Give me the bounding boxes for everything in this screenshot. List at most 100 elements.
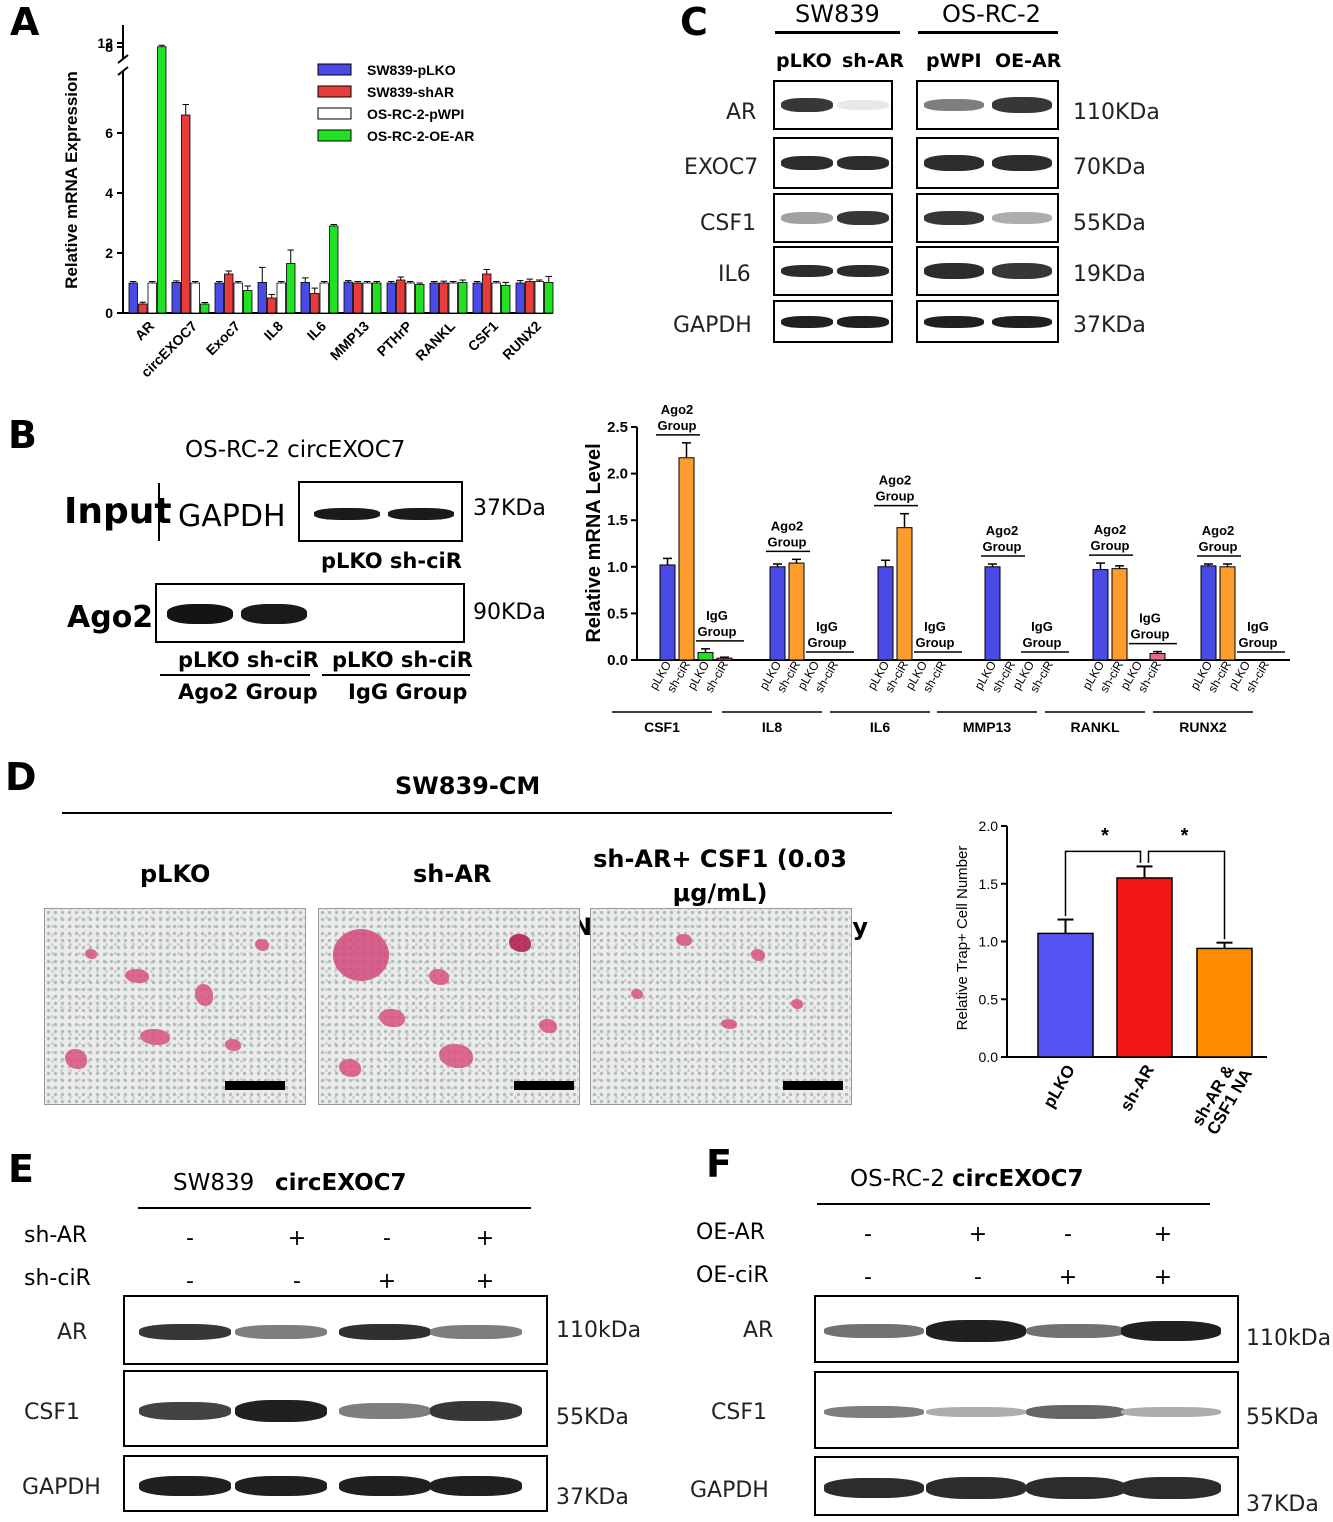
d-sig-bracket-2	[1147, 850, 1226, 940]
a-legend-swatch	[317, 129, 352, 142]
c-band	[837, 315, 889, 328]
panelE-protein-label: GAPDH	[22, 1475, 101, 1500]
c-band	[992, 155, 1052, 171]
d-y-tick-label: 0.0	[979, 1049, 999, 1065]
b-ago2-group-label-1: Ago2	[1094, 522, 1127, 537]
b-igg-group-line	[322, 674, 470, 676]
c-kda-label: 70KDa	[1073, 155, 1146, 180]
b-ago2-group-label-1: Ago2	[986, 523, 1019, 538]
b-bar	[769, 566, 786, 661]
a-bar	[415, 284, 425, 314]
c-blot-sw839	[773, 300, 893, 343]
b-igg-group-label-1: IgG	[1139, 611, 1161, 626]
a-bar	[405, 282, 415, 314]
c-band	[992, 97, 1052, 113]
a-bar	[429, 282, 439, 314]
panelF-sign: -	[974, 1265, 982, 1290]
d-y-tick-label: 1.5	[979, 876, 999, 892]
a-bar	[300, 281, 310, 314]
a-bar	[491, 282, 501, 314]
c-cell-left: SW839	[795, 0, 880, 28]
c-lane-pwpi: pWPI	[926, 50, 982, 72]
b-ago2-group-label-1: Ago2	[661, 402, 694, 417]
a-axis-break-2	[117, 66, 129, 76]
f-row-label-oear: OE-AR	[696, 1220, 766, 1245]
f-title-cell: OS-RC-2	[850, 1166, 945, 1192]
panelE-band	[139, 1475, 231, 1496]
a-bar	[147, 282, 157, 314]
panel-label-a: A	[10, 0, 40, 44]
a-bar	[224, 273, 234, 314]
d-img-label-shar: sh-AR	[413, 860, 492, 888]
panelF-sign: +	[968, 1222, 988, 1247]
b-kda-gapdh: 37KDa	[473, 496, 546, 521]
d-micrograph-plko	[44, 908, 306, 1105]
panel-label-b: B	[8, 413, 37, 457]
b-group-igg: IgG Group	[348, 680, 468, 704]
panelE-band	[339, 1475, 431, 1496]
panel-d-chart: 0.0 0.5 1.0 1.5 2.0 Relative Trap+ Cell Numbe…	[954, 818, 1267, 1138]
f-row-label-oecir: OE-ciR	[696, 1263, 769, 1288]
e-title-circ: circEXOC7	[275, 1170, 407, 1196]
b-ago2-group-label-1: Ago2	[771, 518, 804, 533]
d-sig-bracket-1	[1064, 850, 1142, 917]
b-igg-group-label-2: Group	[1131, 627, 1170, 642]
panelE-sign: -	[186, 1269, 194, 1294]
c-cell-right: OS-RC-2	[942, 0, 1041, 28]
d-title: SW839-CM	[395, 772, 541, 800]
b-title: OS-RC-2 circEXOC7	[185, 437, 406, 463]
d-title-line	[62, 812, 892, 814]
c-protein-label: CSF1	[700, 211, 756, 236]
b-bar	[896, 527, 913, 661]
panelF-sign: +	[1153, 1265, 1173, 1290]
c-protein-label: IL6	[718, 262, 751, 287]
b-gene-label: RUNX2	[1179, 719, 1227, 735]
c-band	[837, 156, 889, 170]
c-kda-label: 110KDa	[1073, 100, 1160, 125]
panelF-band	[824, 1324, 924, 1338]
b-igg-group-label-2: Group	[808, 635, 847, 650]
panelF-band	[824, 1478, 924, 1498]
a-legend-swatch	[317, 85, 352, 98]
a-legend-swatch	[317, 63, 352, 76]
a-y-tick-label: 2	[105, 245, 113, 261]
d-x-tick-label: sh-AR	[1116, 1062, 1157, 1115]
d-micrograph-shar	[318, 908, 580, 1105]
b-y-tick-label: 1.0	[607, 559, 628, 576]
c-kda-label: 55KDa	[1073, 211, 1146, 236]
panelE-protein-label: CSF1	[24, 1400, 80, 1425]
c-band	[781, 315, 833, 328]
d-micrograph-na	[590, 908, 852, 1105]
c-blot-osrc2	[916, 80, 1059, 130]
c-band	[837, 211, 889, 225]
b-y-label: Relative mRNA Level	[583, 443, 605, 642]
c-band	[992, 315, 1052, 328]
c-band	[992, 212, 1052, 224]
b-igg-group-label-1: IgG	[816, 619, 838, 634]
a-bar	[448, 282, 458, 314]
panelE-band	[139, 1401, 231, 1420]
a-x-tick-label: MMP13	[327, 318, 373, 364]
a-legend-label: OS-RC-2-OE-AR	[367, 128, 474, 144]
b-ago2-group-label-2: Group	[1091, 538, 1130, 553]
b-gene-label: CSF1	[644, 719, 680, 735]
a-bar	[525, 281, 535, 314]
panelE-band	[339, 1402, 431, 1419]
a-bar	[396, 279, 406, 314]
panelE-protein-label: AR	[57, 1320, 88, 1345]
panelE-blot	[123, 1370, 548, 1447]
d-y-label: Relative Trap+ Cell Number	[954, 846, 971, 1031]
d-y-tick-label: 1.0	[979, 934, 999, 950]
e-title-cell: SW839	[173, 1170, 255, 1196]
c-band	[924, 263, 984, 279]
a-bar	[233, 282, 243, 314]
b-igg-group-label-1: IgG	[1247, 619, 1269, 634]
d-y-tick-label: 2.0	[979, 818, 999, 834]
c-band	[837, 265, 889, 277]
b-gapdh-blot	[298, 481, 463, 542]
b-igg-group-label-2: Group	[916, 635, 955, 650]
c-kda-label: 19KDa	[1073, 262, 1146, 287]
b-ago2-group-label-2: Group	[1199, 539, 1238, 554]
panelF-band	[1121, 1321, 1221, 1341]
b-y-tick-label: 2.5	[607, 419, 628, 436]
